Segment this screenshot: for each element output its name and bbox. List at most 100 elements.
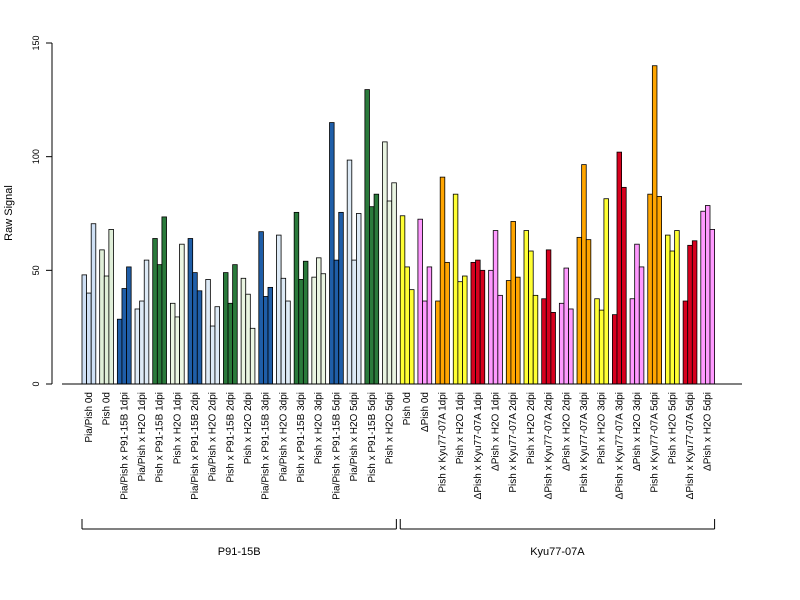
bar xyxy=(382,141,388,385)
x-tick-label: Pish x Kyu77-07A 5dpi xyxy=(650,392,661,493)
x-tick-label: Pish x H2O 2dpi xyxy=(243,392,254,464)
bar xyxy=(505,280,512,385)
bar xyxy=(103,275,110,385)
x-tick-label: Pia/Pish x P91-15B 2dpi xyxy=(190,392,201,500)
bar xyxy=(346,159,353,385)
bar xyxy=(86,292,92,385)
x-tick-label: Pish x H2O 2dpi xyxy=(526,392,537,464)
bar xyxy=(214,306,220,385)
bar xyxy=(470,261,476,385)
bar xyxy=(462,275,468,385)
bar xyxy=(399,215,406,385)
bar xyxy=(369,206,375,385)
bar xyxy=(700,210,706,385)
bar xyxy=(320,273,327,385)
x-tick-label: Pia/Pish x P91-15B 1dpi xyxy=(119,392,130,500)
x-tick-label: Pish x Kyu77-07A 2dpi xyxy=(508,392,519,493)
bar xyxy=(302,260,309,385)
x-tick-label: ΔPish x H2O 3dpi xyxy=(632,392,643,471)
bar xyxy=(391,182,397,385)
x-tick-label: Pish x Kyu77-07A 3dpi xyxy=(579,392,590,493)
bar xyxy=(161,216,167,385)
bar xyxy=(492,230,499,385)
x-tick-label: Pia/Pish x H2O 3dpi xyxy=(278,392,289,482)
bar xyxy=(249,327,256,385)
y-tick-label: 50 xyxy=(31,265,41,275)
x-tick-label: ΔPish x Kyu77-07A 3dpi xyxy=(614,392,625,499)
x-tick-label: ΔPish 0d xyxy=(420,392,431,432)
x-tick-label: Pish x H2O 5dpi xyxy=(667,392,678,464)
bar xyxy=(669,250,676,385)
y-tick-label: 150 xyxy=(31,35,41,50)
bar xyxy=(409,289,415,385)
y-tick-label: 100 xyxy=(31,149,41,164)
x-tick-label: ΔPish x H2O 2dpi xyxy=(561,392,572,471)
x-tick-label: Pish x P91-15B 5dpi xyxy=(367,392,378,483)
x-tick-label: Pia/Pish x H2O 1dpi xyxy=(137,392,148,482)
bar xyxy=(598,309,605,385)
bar xyxy=(134,308,141,385)
bar xyxy=(126,266,132,385)
bar xyxy=(523,230,529,385)
bar xyxy=(629,298,636,385)
bar xyxy=(585,239,592,385)
bar xyxy=(156,264,163,385)
bar xyxy=(568,308,574,385)
section-label: P91-15B xyxy=(218,546,261,558)
bar xyxy=(108,229,114,385)
bar xyxy=(594,298,600,385)
bar xyxy=(99,249,105,385)
bar xyxy=(515,276,521,385)
bar xyxy=(364,89,370,385)
bar xyxy=(479,269,486,385)
bar xyxy=(174,316,180,385)
bar xyxy=(338,211,344,385)
bar xyxy=(355,213,362,385)
bar xyxy=(205,279,211,385)
x-tick-label: Pia/Pish x P91-15B 3dpi xyxy=(261,392,272,500)
x-tick-label: Pish x P91-15B 1dpi xyxy=(155,392,166,483)
x-tick-label: ΔPish x H2O 5dpi xyxy=(703,392,714,471)
bar xyxy=(457,281,463,385)
bar xyxy=(426,266,433,385)
bar xyxy=(550,311,556,385)
bar xyxy=(691,240,698,385)
bar xyxy=(656,196,662,385)
bar xyxy=(262,296,269,385)
x-tick-label: Pish x H2O 1dpi xyxy=(172,392,183,464)
bar xyxy=(351,259,357,385)
group-brackets: P91-15B Kyu77-07A xyxy=(81,519,716,558)
bar xyxy=(665,234,671,385)
bar xyxy=(258,231,264,385)
bar xyxy=(81,274,87,385)
x-tick-label: Pish x H2O 3dpi xyxy=(314,392,325,464)
x-tick-label: Pia/Pish x H2O 2dpi xyxy=(208,392,219,482)
bar xyxy=(497,294,503,385)
bar xyxy=(674,230,680,385)
bar xyxy=(558,302,565,385)
bar xyxy=(329,122,335,385)
bar xyxy=(638,266,645,385)
bar xyxy=(245,293,251,385)
bar xyxy=(316,257,322,385)
bar xyxy=(311,276,317,385)
bar xyxy=(576,236,583,385)
bar xyxy=(285,300,291,385)
x-tick-labels: Pia/Pish 0d Pish 0d Pia/Pish x P91-15B 1dp… xyxy=(84,392,714,500)
x-tick-label: ΔPish x H2O 1dpi xyxy=(491,392,502,471)
bar xyxy=(634,243,640,385)
bar xyxy=(528,250,534,385)
y-tick-label: 0 xyxy=(31,381,41,386)
bar xyxy=(139,300,145,385)
x-tick-label: Pish 0d xyxy=(402,392,413,425)
bar xyxy=(121,288,127,385)
x-tick-label: Pia/Pish x H2O 5dpi xyxy=(349,392,360,482)
bar xyxy=(386,200,393,385)
bar xyxy=(196,290,203,385)
bar xyxy=(333,259,340,385)
bar xyxy=(227,302,234,385)
x-tick-label: Pish x H2O 1dpi xyxy=(455,392,466,464)
bar xyxy=(651,65,658,385)
bar xyxy=(276,234,282,385)
bar xyxy=(209,325,216,385)
